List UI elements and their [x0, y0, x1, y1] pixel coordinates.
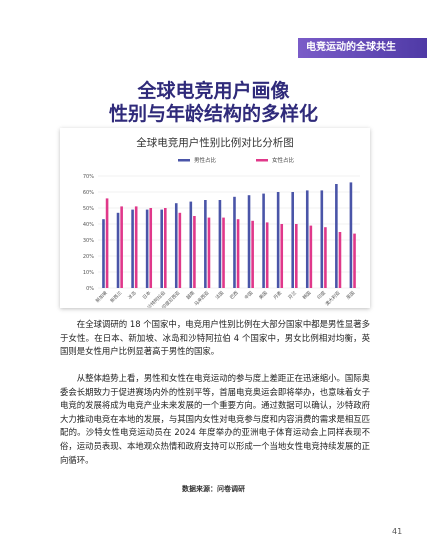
x-tick-label: 美国 [257, 289, 269, 301]
paragraph: 从整体趋势上看，男性和女性在电竞运动的参与度上差距正在迅速缩小。国际奥委会长期致… [60, 373, 370, 465]
bar [178, 212, 182, 288]
x-tick-label: 澳大利亚 [324, 289, 342, 307]
bar [305, 190, 309, 288]
bar [320, 190, 324, 288]
x-tick-label: 芬兰 [286, 289, 298, 301]
bar [295, 224, 298, 288]
x-tick-label: 印度 [316, 289, 328, 301]
section-banner: 电竞运动的全球共生 [298, 38, 427, 58]
bar [164, 208, 167, 288]
legend-label: 男性占比 [194, 156, 217, 164]
bar [262, 193, 265, 288]
y-tick-label: 70% [83, 174, 94, 180]
x-tick-label: 日本 [141, 289, 153, 301]
legend-swatch [178, 159, 190, 162]
x-tick-label: 丹麦 [272, 289, 284, 301]
chart-title: 全球电竞用户性别比例对比分析图 [136, 136, 294, 149]
bar [233, 196, 236, 288]
x-tick-label: 英国 [345, 289, 357, 301]
bar [280, 224, 284, 288]
x-tick-label: 巴西 [229, 290, 240, 301]
paragraph: 在全球调研的 18 个国家中，电竞用户性别比例在大部分国家中都是男性显著多于女性… [60, 319, 370, 357]
bar [276, 192, 280, 288]
bar [102, 219, 105, 288]
bar [105, 198, 109, 288]
bar [265, 222, 269, 288]
bar [174, 203, 178, 288]
bar [207, 217, 211, 288]
y-tick-label: 0% [86, 286, 94, 292]
chart: 全球电竞用户性别比例对比分析图 0% 10% 20% 30% 40% 50% 60% 70% 男… [83, 136, 360, 311]
bar [222, 217, 225, 288]
bar [236, 219, 240, 288]
y-tick-label: 40% [83, 222, 94, 228]
bar [204, 200, 207, 288]
x-tick-label: 冰岛 [126, 289, 138, 301]
source-note: 数据来源：问卷调研 [182, 485, 245, 493]
y-tick-label: 10% [83, 270, 94, 276]
x-tick-label: 法国 [214, 289, 226, 301]
bar [338, 232, 342, 288]
bar [189, 201, 193, 288]
y-tick-label: 20% [83, 254, 94, 260]
bar [349, 182, 353, 288]
x-tick-label: 中国 [243, 289, 255, 301]
y-tick-label: 30% [83, 238, 94, 244]
y-tick-label: 50% [83, 206, 94, 212]
x-tick-label: 越南 [185, 289, 197, 301]
bar [145, 209, 149, 288]
bar [353, 233, 356, 288]
y-tick-label: 60% [83, 190, 94, 196]
x-tick-label: 韩国 [301, 289, 313, 301]
legend-label: 女性占比 [272, 156, 295, 164]
title-line: 性别与年龄结构的多样化 [108, 103, 318, 125]
bar [120, 206, 123, 288]
x-tick-label: 马来西亚 [193, 289, 211, 307]
bar [324, 227, 327, 288]
bar [218, 200, 222, 288]
bar [116, 212, 120, 288]
legend-swatch [256, 159, 268, 162]
bar [149, 208, 153, 288]
bar [247, 195, 251, 288]
bar [309, 225, 313, 288]
bar [160, 209, 163, 288]
bar [335, 184, 338, 288]
title-line: 全球电竞用户画像 [137, 80, 290, 102]
bar [291, 192, 294, 288]
bar [193, 216, 196, 288]
chart-box: 全球电竞用户性别比例对比分析图 0% 10% 20% 30% 40% 50% 60% 70% 男… [60, 128, 370, 311]
x-tick-label: 新西兰 [109, 289, 124, 304]
page-number: 41 [392, 527, 403, 536]
bar [134, 206, 138, 288]
x-tick-label: 新加坡 [94, 289, 109, 304]
bar [131, 209, 134, 288]
bar [251, 220, 254, 288]
